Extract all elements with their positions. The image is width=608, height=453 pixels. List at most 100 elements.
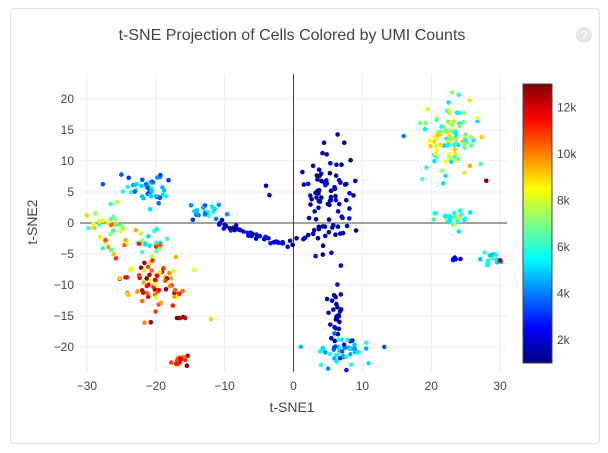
help-icon[interactable]: ? <box>576 27 592 43</box>
data-point <box>320 150 325 156</box>
data-point <box>433 210 438 216</box>
data-point <box>145 291 150 296</box>
data-point <box>152 277 158 283</box>
data-point <box>150 258 155 263</box>
data-point <box>425 107 431 112</box>
data-point <box>467 163 473 169</box>
data-point <box>452 154 457 160</box>
data-point <box>462 145 467 151</box>
data-point <box>115 199 120 205</box>
data-point <box>97 222 102 227</box>
data-point <box>443 173 448 179</box>
data-point <box>188 203 194 208</box>
data-point <box>344 354 349 360</box>
data-point <box>457 124 463 129</box>
data-point <box>452 147 458 152</box>
y-axis-title: t-SNE2 <box>24 199 40 244</box>
data-point <box>232 225 238 231</box>
data-point <box>308 202 313 207</box>
data-point <box>149 254 155 259</box>
data-point <box>401 133 407 139</box>
data-point <box>221 226 227 231</box>
y-tick-label: −15 <box>54 309 75 323</box>
data-point <box>455 219 461 225</box>
data-point <box>139 194 145 199</box>
data-point <box>113 256 119 261</box>
data-point <box>334 314 339 319</box>
data-point <box>148 320 154 325</box>
data-point <box>489 252 495 257</box>
y-tick-label: 5 <box>67 185 74 199</box>
y-tick-label: 0 <box>67 216 74 230</box>
data-point <box>457 110 462 116</box>
data-point <box>344 223 350 229</box>
data-point <box>206 213 211 219</box>
data-point <box>136 273 142 278</box>
data-point <box>338 263 344 268</box>
data-point <box>434 147 439 153</box>
data-point <box>108 222 114 228</box>
data-point <box>173 361 179 367</box>
data-point <box>139 249 145 255</box>
chart-card <box>10 8 600 444</box>
data-point <box>335 282 340 287</box>
data-point <box>306 232 311 238</box>
data-point <box>337 319 342 325</box>
data-point <box>443 158 449 164</box>
data-point <box>84 212 90 218</box>
data-point <box>327 198 333 203</box>
data-point <box>338 231 343 236</box>
data-point <box>327 351 333 357</box>
data-point <box>328 194 334 200</box>
data-point <box>119 172 124 177</box>
data-point <box>331 293 337 298</box>
data-point <box>100 218 106 223</box>
data-point <box>347 191 352 196</box>
data-point <box>461 110 467 116</box>
data-point <box>120 189 126 194</box>
data-point <box>328 188 334 193</box>
data-point <box>146 234 151 239</box>
data-point <box>317 199 323 204</box>
data-point <box>332 186 338 192</box>
data-point <box>97 234 103 240</box>
data-point <box>433 143 439 149</box>
data-point <box>484 178 489 184</box>
data-point <box>294 236 299 241</box>
data-point <box>308 193 313 198</box>
data-point <box>192 208 197 214</box>
data-point <box>320 243 326 248</box>
data-point <box>335 224 341 229</box>
data-point <box>142 242 148 247</box>
data-point <box>147 272 152 278</box>
data-point <box>339 162 344 167</box>
data-point <box>203 211 208 217</box>
data-point <box>336 337 342 343</box>
data-point <box>332 338 338 344</box>
data-point <box>348 157 353 163</box>
data-point <box>339 349 345 354</box>
data-point <box>158 300 164 306</box>
data-point <box>461 120 466 125</box>
data-point <box>316 191 321 196</box>
data-point <box>436 132 441 138</box>
data-point <box>103 237 108 243</box>
data-point <box>451 210 457 216</box>
data-point <box>333 232 338 237</box>
data-point <box>190 217 196 223</box>
data-point <box>129 265 134 271</box>
data-point <box>153 194 159 199</box>
data-point <box>118 228 123 234</box>
data-point <box>164 236 170 242</box>
data-point <box>125 184 131 190</box>
data-point <box>315 236 321 241</box>
data-point <box>324 296 330 302</box>
data-point <box>126 292 131 298</box>
data-point <box>318 362 324 368</box>
y-tick-label: −10 <box>54 278 75 292</box>
y-tick-label: 10 <box>61 154 75 168</box>
data-point <box>467 210 473 215</box>
data-point <box>331 307 336 312</box>
data-point <box>434 117 439 122</box>
